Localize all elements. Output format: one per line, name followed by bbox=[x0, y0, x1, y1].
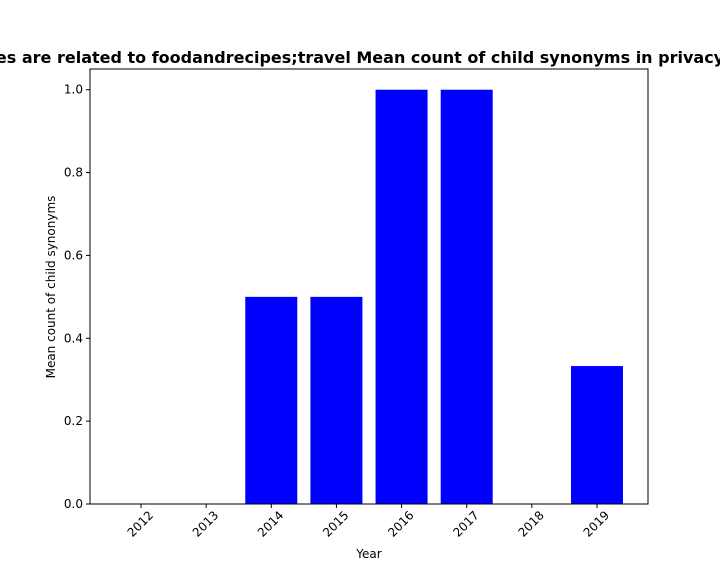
y-tick-label: 0.8 bbox=[64, 166, 83, 180]
plot-frame bbox=[89, 68, 649, 505]
x-tick-label: 2016 bbox=[385, 508, 416, 539]
y-tick-label: 0.4 bbox=[64, 331, 83, 345]
y-tick-label: 0.2 bbox=[64, 414, 83, 428]
x-axis: 2012 2013 2014 2015 2016 2017 2018 2019 bbox=[125, 504, 612, 540]
y-tick-label: 1.0 bbox=[64, 83, 83, 97]
x-tick-label: 2017 bbox=[450, 508, 481, 539]
y-tick-label: 0.0 bbox=[64, 497, 83, 511]
x-tick-label: 2015 bbox=[320, 508, 351, 539]
x-tick-label: 2018 bbox=[515, 508, 546, 539]
x-tick-label: 2012 bbox=[125, 508, 156, 539]
bar-2015 bbox=[310, 296, 363, 504]
bar-2017 bbox=[440, 89, 493, 504]
bars-layer bbox=[245, 89, 623, 504]
x-tick-label: 2013 bbox=[190, 508, 221, 539]
bar-2014 bbox=[245, 296, 298, 504]
bar-2016 bbox=[375, 89, 428, 504]
y-axis-label: Mean count of child synonyms bbox=[44, 196, 58, 379]
x-tick-label: 2019 bbox=[581, 508, 612, 539]
chart-title: es are related to foodandrecipes;travel … bbox=[0, 48, 720, 67]
bar-2019 bbox=[570, 366, 623, 504]
y-tick-label: 0.6 bbox=[64, 248, 83, 262]
x-axis-label: Year bbox=[355, 547, 381, 561]
y-axis: 0.0 0.2 0.4 0.6 0.8 1.0 bbox=[64, 83, 90, 511]
x-tick-label: 2014 bbox=[255, 508, 286, 539]
